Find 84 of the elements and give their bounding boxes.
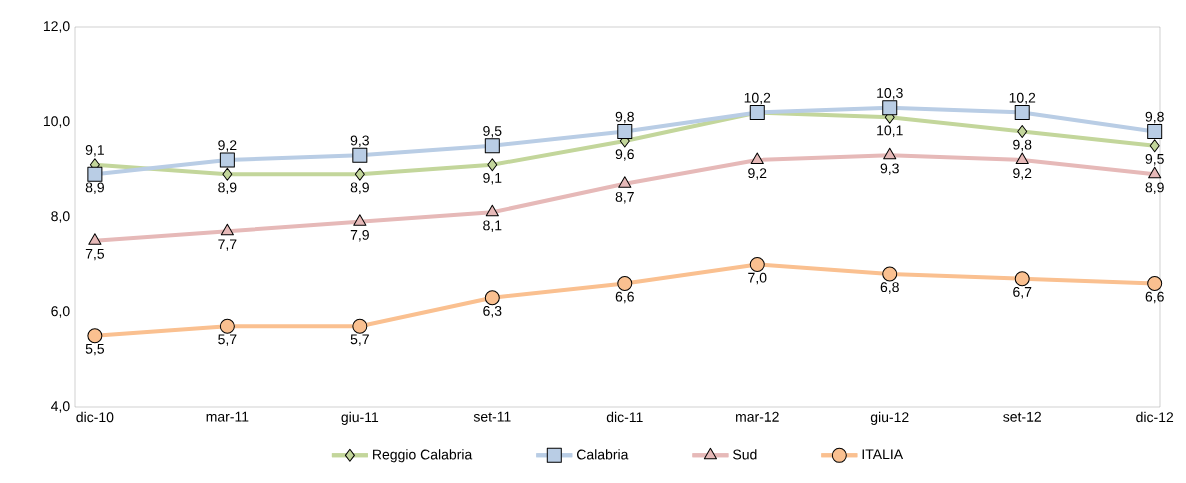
legend-label: Sud xyxy=(733,449,757,460)
data-label: 9,2 xyxy=(748,168,767,180)
data-label: 6,8 xyxy=(880,282,899,294)
data-label: 9,8 xyxy=(1013,139,1032,152)
data-label: 6,6 xyxy=(1145,291,1164,304)
data-label: 6,3 xyxy=(483,305,502,318)
data-label: 8,7 xyxy=(615,191,634,204)
data-label: 8,9 xyxy=(85,182,104,195)
y-tick-label: 12,0 xyxy=(43,21,70,33)
point xyxy=(485,204,499,217)
data-label: 9,6 xyxy=(615,149,634,161)
point xyxy=(487,158,498,172)
data-label: 8,1 xyxy=(483,220,502,233)
point xyxy=(352,318,368,334)
x-tick-label: dic-10 xyxy=(76,411,114,423)
data-label: 9,1 xyxy=(483,172,502,185)
data-label: 8,9 xyxy=(1145,182,1164,195)
x-tick-label: giu-11 xyxy=(341,411,379,425)
point xyxy=(749,257,765,272)
legend-label: Reggio Calabria xyxy=(373,449,473,463)
point xyxy=(1015,152,1029,164)
x-tick-label: mar-11 xyxy=(206,411,249,422)
point xyxy=(484,138,500,154)
x-tick-label: mar-12 xyxy=(736,411,779,422)
point xyxy=(1147,124,1163,139)
point xyxy=(88,233,102,245)
data-label: 7,0 xyxy=(748,272,767,285)
point xyxy=(219,152,235,168)
data-label: 9,2 xyxy=(1013,168,1032,180)
x-tick-label: giu-12 xyxy=(870,411,909,425)
x-tick-label: set-11 xyxy=(473,411,511,422)
data-label: 7,9 xyxy=(350,229,369,242)
point xyxy=(219,318,235,334)
data-label: 10,2 xyxy=(1009,92,1036,105)
point xyxy=(882,100,898,116)
point xyxy=(484,290,500,306)
data-label: 9,8 xyxy=(615,111,634,124)
point xyxy=(1148,166,1162,179)
data-label: 7,5 xyxy=(85,248,105,261)
data-label: 9,3 xyxy=(880,163,899,176)
point xyxy=(1147,276,1163,291)
point xyxy=(87,328,103,344)
data-label: 10,3 xyxy=(877,87,903,100)
point xyxy=(617,124,633,139)
point xyxy=(882,266,898,282)
y-tick-label: 8,0 xyxy=(51,211,70,223)
point xyxy=(618,176,632,188)
data-label: 9,5 xyxy=(483,125,502,138)
point xyxy=(883,147,897,160)
x-tick-label: set-12 xyxy=(1003,411,1041,422)
point xyxy=(1014,105,1030,120)
data-label: 9,8 xyxy=(1145,111,1164,124)
data-label: 10,2 xyxy=(744,92,771,105)
point xyxy=(220,223,234,236)
point xyxy=(1017,125,1028,138)
data-label: 5,7 xyxy=(350,334,369,346)
point xyxy=(1149,139,1160,153)
data-label: 6,6 xyxy=(615,291,634,304)
data-label: 8,9 xyxy=(350,182,369,195)
y-tick-label: 10,0 xyxy=(43,116,70,128)
data-label: 9,3 xyxy=(350,135,369,148)
data-label: 5,5 xyxy=(85,343,105,356)
data-label: 9,5 xyxy=(1145,153,1164,166)
x-tick-label: dic-12 xyxy=(1136,411,1174,423)
data-label: 5,7 xyxy=(218,334,237,346)
x-tick-label: dic-11 xyxy=(606,411,643,423)
data-label: 7,7 xyxy=(218,239,237,251)
data-label: 6,7 xyxy=(1013,286,1032,299)
data-label: 9,2 xyxy=(218,140,237,152)
point xyxy=(352,147,368,163)
y-tick-label: 6,0 xyxy=(51,306,70,318)
point xyxy=(222,167,233,181)
point xyxy=(1014,271,1030,287)
y-tick-label: 4,0 xyxy=(50,401,70,413)
legend-label: ITALIA xyxy=(862,449,904,460)
point xyxy=(354,167,365,181)
legend-label: Calabria xyxy=(577,449,629,460)
data-label: 10,1 xyxy=(877,125,903,138)
point xyxy=(87,166,103,182)
data-label: 9,1 xyxy=(85,144,104,157)
point xyxy=(353,214,367,226)
data-label: 8,9 xyxy=(218,182,237,195)
point xyxy=(617,276,633,291)
point xyxy=(750,152,764,164)
